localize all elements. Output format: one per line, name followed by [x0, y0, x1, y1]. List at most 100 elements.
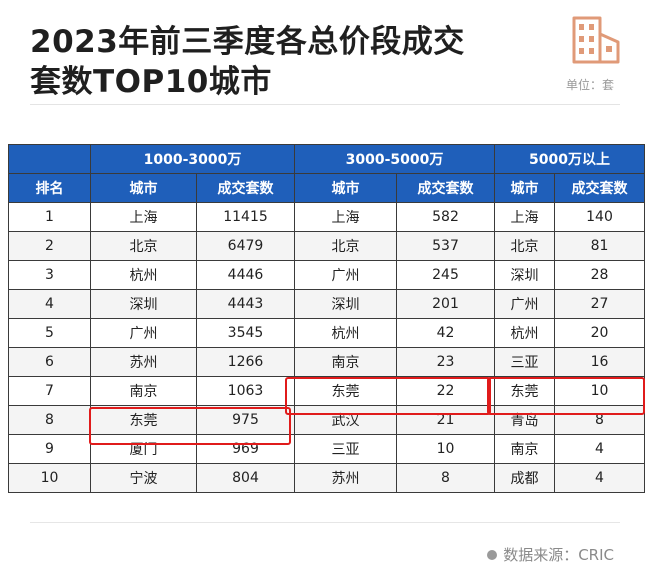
city-header: 城市	[294, 173, 397, 203]
city-cell: 广州	[294, 260, 397, 290]
count-cell: 8	[554, 405, 645, 435]
group-header-row: 1000-3000万 3000-5000万 5000万以上	[8, 144, 645, 174]
count-cell: 10	[396, 434, 495, 464]
city-cell: 上海	[494, 202, 555, 232]
source-note: 数据来源：CRIC	[487, 544, 614, 565]
rank-cell: 6	[8, 347, 91, 377]
city-cell: 广州	[90, 318, 197, 348]
city-cell: 广州	[494, 289, 555, 319]
city-cell: 成都	[494, 463, 555, 493]
count-cell: 140	[554, 202, 645, 232]
city-cell: 北京	[294, 231, 397, 261]
rank-header: 排名	[8, 173, 91, 203]
city-cell: 三亚	[294, 434, 397, 464]
city-cell: 南京	[90, 376, 197, 406]
count-cell: 10	[554, 376, 645, 406]
count-cell: 4446	[196, 260, 295, 290]
count-cell: 16	[554, 347, 645, 377]
rank-cell: 3	[8, 260, 91, 290]
count-cell: 27	[554, 289, 645, 319]
city-cell: 上海	[90, 202, 197, 232]
city-cell: 东莞	[90, 405, 197, 435]
count-cell: 28	[554, 260, 645, 290]
city-header: 城市	[494, 173, 555, 203]
rank-cell: 7	[8, 376, 91, 406]
group-header-1: 1000-3000万	[90, 144, 295, 174]
count-cell: 21	[396, 405, 495, 435]
count-cell: 804	[196, 463, 295, 493]
count-cell: 582	[396, 202, 495, 232]
count-cell: 81	[554, 231, 645, 261]
table-row: 2 北京 6479 北京 537 北京 81	[8, 231, 645, 261]
count-cell: 969	[196, 434, 295, 464]
rank-cell: 4	[8, 289, 91, 319]
city-cell: 深圳	[494, 260, 555, 290]
table-row: 10 宁波 804 苏州 8 成都 4	[8, 463, 645, 493]
city-cell: 苏州	[90, 347, 197, 377]
count-header: 成交套数	[196, 173, 295, 203]
city-header: 城市	[90, 173, 197, 203]
count-cell: 8	[396, 463, 495, 493]
city-cell: 东莞	[494, 376, 555, 406]
count-cell: 4	[554, 463, 645, 493]
rank-cell: 5	[8, 318, 91, 348]
count-cell: 4443	[196, 289, 295, 319]
city-cell: 苏州	[294, 463, 397, 493]
group-header-2: 3000-5000万	[294, 144, 495, 174]
city-cell: 南京	[294, 347, 397, 377]
count-cell: 11415	[196, 202, 295, 232]
table-row: 9 厦门 969 三亚 10 南京 4	[8, 434, 645, 464]
rank-cell: 1	[8, 202, 91, 232]
count-cell: 1063	[196, 376, 295, 406]
count-header: 成交套数	[396, 173, 495, 203]
group-header-3: 5000万以上	[494, 144, 645, 174]
title-line-2: 套数TOP10城市	[30, 64, 272, 100]
title-line-1: 2023年前三季度各总价段成交	[30, 24, 465, 60]
building-icon	[572, 16, 620, 64]
city-cell: 东莞	[294, 376, 397, 406]
count-cell: 245	[396, 260, 495, 290]
count-cell: 42	[396, 318, 495, 348]
table-row: 6 苏州 1266 南京 23 三亚 16	[8, 347, 645, 377]
footer-divider	[30, 522, 620, 523]
count-header: 成交套数	[554, 173, 645, 203]
table-row: 8 东莞 975 武汉 21 青岛 8	[8, 405, 645, 435]
city-cell: 青岛	[494, 405, 555, 435]
city-cell: 北京	[494, 231, 555, 261]
count-cell: 975	[196, 405, 295, 435]
count-cell: 20	[554, 318, 645, 348]
unit-label: 单位：套	[565, 78, 614, 92]
city-cell: 杭州	[90, 260, 197, 290]
table-row: 3 杭州 4446 广州 245 深圳 28	[8, 260, 645, 290]
top10-table: 1000-3000万 3000-5000万 5000万以上 排名 城市 成交套数…	[8, 144, 645, 493]
city-cell: 三亚	[494, 347, 555, 377]
city-cell: 杭州	[294, 318, 397, 348]
count-cell: 23	[396, 347, 495, 377]
source-label: 数据来源：CRIC	[503, 546, 614, 564]
count-cell: 201	[396, 289, 495, 319]
city-cell: 上海	[294, 202, 397, 232]
bullet-icon	[487, 549, 498, 560]
count-cell: 22	[396, 376, 495, 406]
table-row: 7 南京 1063 东莞 22 东莞 10	[8, 376, 645, 406]
rank-cell: 8	[8, 405, 91, 435]
city-cell: 南京	[494, 434, 555, 464]
rank-cell: 2	[8, 231, 91, 261]
table-row: 1 上海 11415 上海 582 上海 140	[8, 202, 645, 232]
column-header-row: 排名 城市 成交套数 城市 成交套数 城市 成交套数	[8, 173, 645, 203]
header-blank	[8, 144, 91, 174]
rank-cell: 10	[8, 463, 91, 493]
city-cell: 宁波	[90, 463, 197, 493]
table-row: 5 广州 3545 杭州 42 杭州 20	[8, 318, 645, 348]
count-cell: 4	[554, 434, 645, 464]
count-cell: 1266	[196, 347, 295, 377]
table-row: 4 深圳 4443 深圳 201 广州 27	[8, 289, 645, 319]
city-cell: 武汉	[294, 405, 397, 435]
count-cell: 6479	[196, 231, 295, 261]
count-cell: 537	[396, 231, 495, 261]
divider	[30, 104, 620, 105]
city-cell: 北京	[90, 231, 197, 261]
city-cell: 杭州	[494, 318, 555, 348]
page-title: 2023年前三季度各总价段成交 套数TOP10城市	[30, 22, 465, 102]
rank-cell: 9	[8, 434, 91, 464]
